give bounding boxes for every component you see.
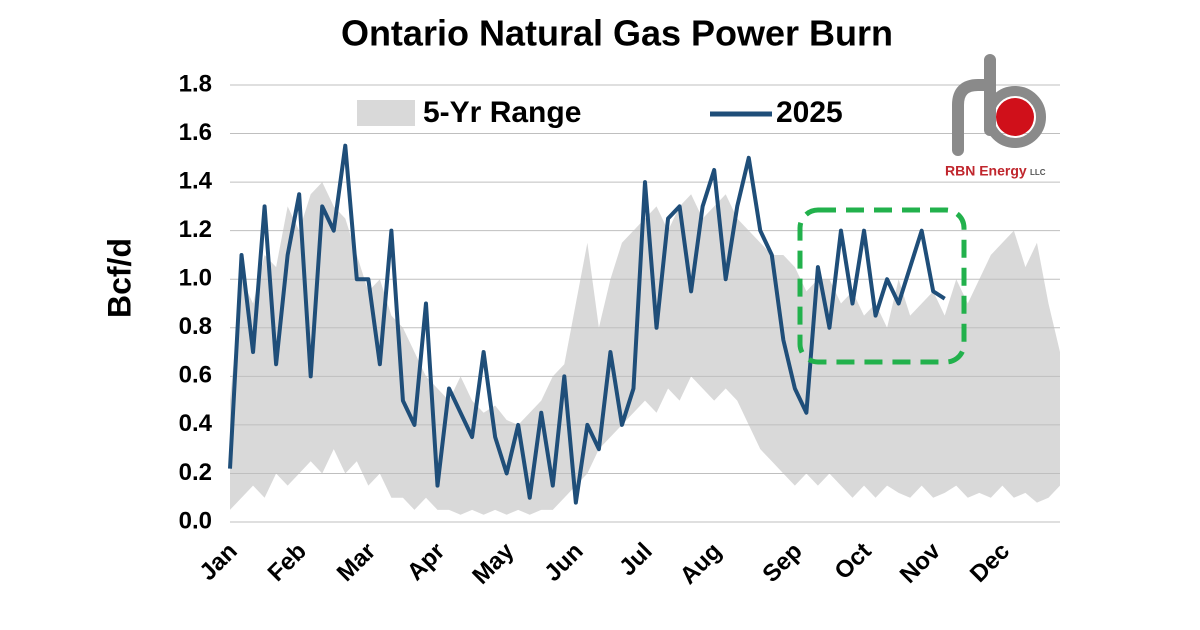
x-tick-label: Dec (965, 538, 1015, 588)
logo-ring (984, 86, 1046, 148)
logo-text: RBN Energy (945, 163, 1027, 179)
legend-label: 5-Yr Range (423, 96, 581, 129)
legend-swatch (357, 100, 415, 126)
y-tick-label: 0.2 (179, 459, 212, 486)
x-tick-label: May (467, 537, 520, 590)
y-tick-label: 1.8 (179, 70, 212, 97)
logo: RBN Energy LLC (945, 54, 1046, 179)
x-tick-label: Mar (332, 538, 381, 587)
x-tick-label: Nov (895, 537, 947, 589)
y-tick-label: 0.8 (179, 313, 212, 340)
chart-title: Ontario Natural Gas Power Burn (341, 13, 893, 54)
y-tick-label: 1.4 (179, 167, 213, 194)
y-tick-label: 1.0 (179, 265, 212, 292)
x-tick-label: Jul (614, 538, 658, 582)
logo-ball (996, 98, 1034, 136)
plot-area: 0.0 0.2 0.4 0.6 0.8 1.0 1.2 1.4 1.6 1.8 Jan Feb Mar A… (179, 70, 1060, 590)
x-tick-label: Sep (757, 538, 807, 588)
x-tick-label: Aug (675, 538, 727, 590)
y-axis-label: Bcf/d (101, 238, 137, 318)
x-tick-label: Jan (194, 538, 242, 586)
y-tick-label: 0.0 (179, 507, 212, 534)
y-tick-label: 0.4 (179, 410, 213, 437)
y-tick-label: 1.6 (179, 119, 212, 146)
x-tick-label: Feb (263, 538, 312, 587)
logo-pipe (952, 54, 996, 156)
y-tick-label: 1.2 (179, 216, 212, 243)
series-line (228, 143, 946, 505)
logo-suffix: LLC (1030, 168, 1046, 177)
legend-label: 2025 (776, 96, 843, 129)
x-tick-label: Oct (829, 538, 876, 585)
y-tick-label: 0.6 (179, 362, 212, 389)
range-band (230, 182, 1060, 515)
x-tick-label: Jun (539, 538, 588, 587)
highlight-box (797, 207, 967, 365)
x-tick-label: Apr (402, 538, 450, 586)
